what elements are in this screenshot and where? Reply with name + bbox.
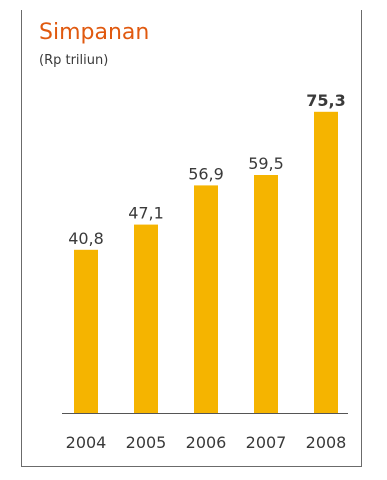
x-tick-label-2007: 2007: [246, 433, 287, 452]
value-label-2007: 59,5: [248, 154, 284, 173]
x-tick-label-2006: 2006: [186, 433, 227, 452]
chart-subtitle: (Rp triliun): [39, 53, 109, 68]
chart-title: Simpanan: [39, 20, 150, 45]
x-tick-label-2004: 2004: [66, 433, 107, 452]
bar-2004: [74, 249, 98, 413]
value-label-2006: 56,9: [188, 164, 224, 183]
value-label-2008: 75,3: [306, 91, 345, 110]
value-label-2004: 40,8: [68, 229, 104, 248]
x-tick-label-2005: 2005: [126, 433, 167, 452]
bar-2006: [194, 185, 218, 413]
bar-2008: [314, 111, 338, 414]
x-tick-label-2008: 2008: [306, 433, 347, 452]
bar-2005: [134, 224, 158, 413]
value-label-2005: 47,1: [128, 204, 164, 223]
bar-2007: [254, 175, 278, 413]
